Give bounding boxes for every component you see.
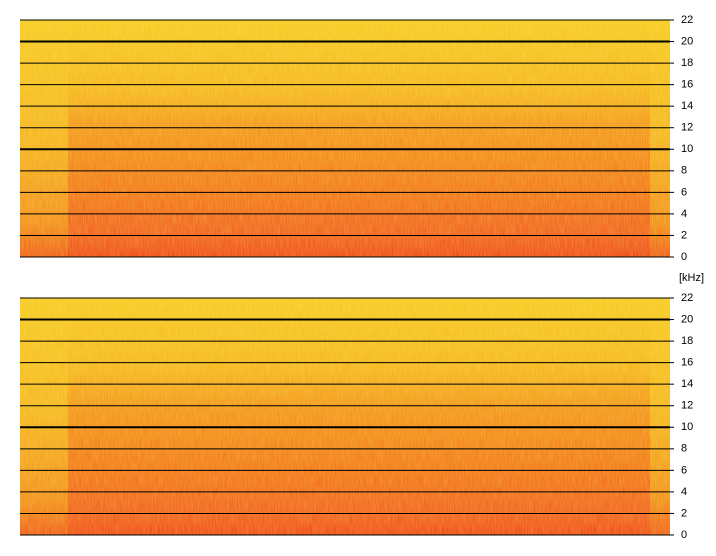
y-tick-label: 12 [681,122,693,134]
y-tick-label: 14 [681,378,693,390]
y-tick-label: 22 [681,292,693,304]
y-tick-label: 6 [681,186,687,198]
y-tick-label: 20 [681,313,693,325]
y-tick-label: 20 [681,35,693,47]
y-tick-label: 18 [681,335,693,347]
spectrogram-texture [20,20,670,257]
y-tick-label: 18 [681,57,693,69]
y-tick-label: 16 [681,357,693,369]
y-axis-unit: [kHz] [679,272,704,284]
y-tick-label: 22 [681,14,693,26]
y-tick-label: 6 [681,464,687,476]
y-tick-label: 2 [681,507,687,519]
y-tick-label: 10 [681,421,693,433]
y-tick-label: 0 [681,251,687,263]
spectrogram-texture [20,298,670,535]
y-tick-label: 2 [681,229,687,241]
y-tick-label: 4 [681,208,687,220]
y-tick-label: 4 [681,486,687,498]
y-tick-label: 8 [681,443,687,455]
y-tick-label: 0 [681,529,687,541]
y-tick-label: 14 [681,100,693,112]
y-tick-label: 12 [681,400,693,412]
y-tick-label: 10 [681,143,693,155]
y-tick-label: 16 [681,79,693,91]
y-tick-label: 8 [681,165,687,177]
